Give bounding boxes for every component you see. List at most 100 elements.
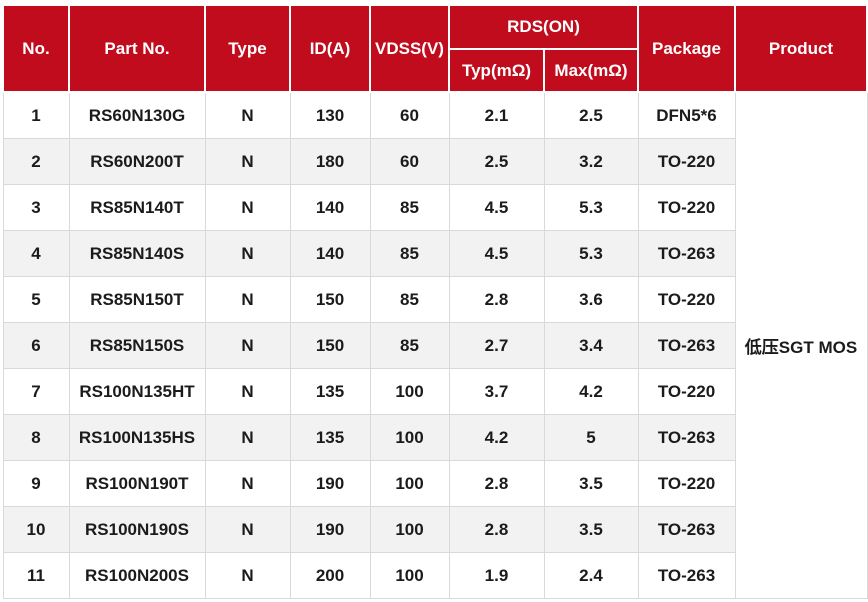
table-row: 9 RS100N190T N 190 100 2.8 3.5 TO-220 <box>2 460 867 507</box>
cell-type: N <box>204 414 291 461</box>
cell-package: TO-220 <box>637 460 736 507</box>
cell-max: 3.5 <box>543 460 639 507</box>
table-body: 1 RS60N130G N 130 60 2.1 2.5 DFN5*6 低压SGT MOS 2 RS… <box>2 91 868 599</box>
cell-typ: 1.9 <box>448 552 545 599</box>
cell-id: 200 <box>289 552 371 599</box>
header-rds-on: RDS(ON) <box>448 4 639 50</box>
cell-vdss: 100 <box>369 460 450 507</box>
table-header: No. Part No. Type ID(A) VDSS(V) RDS(ON) … <box>2 4 868 93</box>
cell-no: 3 <box>2 184 70 231</box>
cell-id: 150 <box>289 276 371 323</box>
cell-no: 9 <box>2 460 70 507</box>
cell-typ: 2.8 <box>448 506 545 553</box>
cell-id: 135 <box>289 414 371 461</box>
cell-vdss: 100 <box>369 552 450 599</box>
cell-type: N <box>204 138 291 185</box>
header-type: Type <box>204 4 291 93</box>
cell-type: N <box>204 460 291 507</box>
cell-typ: 2.7 <box>448 322 545 369</box>
cell-id: 190 <box>289 460 371 507</box>
cell-type: N <box>204 184 291 231</box>
cell-id: 135 <box>289 368 371 415</box>
header-package: Package <box>637 4 736 93</box>
cell-id: 130 <box>289 91 371 139</box>
cell-max: 3.6 <box>543 276 639 323</box>
cell-max: 2.4 <box>543 552 639 599</box>
cell-typ: 2.5 <box>448 138 545 185</box>
table-row: 4 RS85N140S N 140 85 4.5 5.3 TO-263 <box>2 230 867 277</box>
cell-vdss: 85 <box>369 276 450 323</box>
cell-part: RS100N190S <box>68 506 206 553</box>
cell-part: RS85N140T <box>68 184 206 231</box>
cell-part: RS100N200S <box>68 552 206 599</box>
cell-no: 2 <box>2 138 70 185</box>
cell-id: 180 <box>289 138 371 185</box>
header-vdss: VDSS(V) <box>369 4 450 93</box>
cell-typ: 4.5 <box>448 230 545 277</box>
header-no: No. <box>2 4 70 93</box>
table-row: 1 RS60N130G N 130 60 2.1 2.5 DFN5*6 低压SGT MOS <box>2 91 868 599</box>
cell-package: TO-263 <box>637 506 736 553</box>
header-part-no: Part No. <box>68 4 206 93</box>
table-row: 10 RS100N190S N 190 100 2.8 3.5 TO-263 <box>2 506 867 553</box>
cell-typ: 2.8 <box>448 276 545 323</box>
header-id: ID(A) <box>289 4 371 93</box>
cell-type: N <box>204 276 291 323</box>
cell-vdss: 60 <box>369 138 450 185</box>
cell-max: 3.2 <box>543 138 639 185</box>
cell-id: 190 <box>289 506 371 553</box>
cell-package: TO-220 <box>637 368 736 415</box>
header-rds-max: Max(mΩ) <box>543 48 639 93</box>
cell-package: TO-263 <box>637 552 736 599</box>
cell-no: 11 <box>2 552 70 599</box>
cell-no: 1 <box>2 91 70 139</box>
cell-max: 5.3 <box>543 230 639 277</box>
cell-type: N <box>204 322 291 369</box>
header-row-main: No. Part No. Type ID(A) VDSS(V) RDS(ON) … <box>2 4 868 93</box>
header-row-sub: Typ(mΩ) Max(mΩ) <box>3 48 867 93</box>
table-row: 6 RS85N150S N 150 85 2.7 3.4 TO-263 <box>2 322 867 369</box>
cell-no: 7 <box>2 368 70 415</box>
cell-typ: 2.1 <box>448 91 545 139</box>
cell-typ: 3.7 <box>448 368 545 415</box>
header-product: Product <box>734 4 868 93</box>
cell-no: 8 <box>2 414 70 461</box>
cell-package: TO-220 <box>637 138 736 185</box>
cell-vdss: 85 <box>369 322 450 369</box>
table-row: 3 RS85N140T N 140 85 4.5 5.3 TO-220 <box>2 184 867 231</box>
cell-typ: 2.8 <box>448 460 545 507</box>
cell-part: RS85N140S <box>68 230 206 277</box>
cell-type: N <box>204 230 291 277</box>
cell-typ: 4.5 <box>448 184 545 231</box>
cell-vdss: 100 <box>369 414 450 461</box>
cell-id: 140 <box>289 230 371 277</box>
cell-max: 5.3 <box>543 184 639 231</box>
cell-vdss: 100 <box>369 506 450 553</box>
cell-no: 4 <box>2 230 70 277</box>
cell-vdss: 100 <box>369 368 450 415</box>
cell-package: TO-263 <box>637 322 736 369</box>
cell-type: N <box>204 91 291 139</box>
cell-max: 3.4 <box>543 322 639 369</box>
cell-max: 4.2 <box>543 368 639 415</box>
cell-vdss: 85 <box>369 184 450 231</box>
cell-vdss: 60 <box>369 91 450 139</box>
cell-type: N <box>204 368 291 415</box>
cell-max: 3.5 <box>543 506 639 553</box>
cell-no: 6 <box>2 322 70 369</box>
table-row: 7 RS100N135HT N 135 100 3.7 4.2 TO-220 <box>2 368 867 415</box>
cell-package: TO-220 <box>637 276 736 323</box>
cell-vdss: 85 <box>369 230 450 277</box>
cell-part: RS100N135HT <box>68 368 206 415</box>
cell-id: 140 <box>289 184 371 231</box>
cell-part: RS85N150S <box>68 322 206 369</box>
cell-package: TO-263 <box>637 414 736 461</box>
header-rds-typ: Typ(mΩ) <box>448 48 545 93</box>
cell-id: 150 <box>289 322 371 369</box>
cell-typ: 4.2 <box>448 414 545 461</box>
cell-no: 5 <box>2 276 70 323</box>
cell-part: RS85N150T <box>68 276 206 323</box>
cell-type: N <box>204 506 291 553</box>
cell-max: 5 <box>543 414 639 461</box>
